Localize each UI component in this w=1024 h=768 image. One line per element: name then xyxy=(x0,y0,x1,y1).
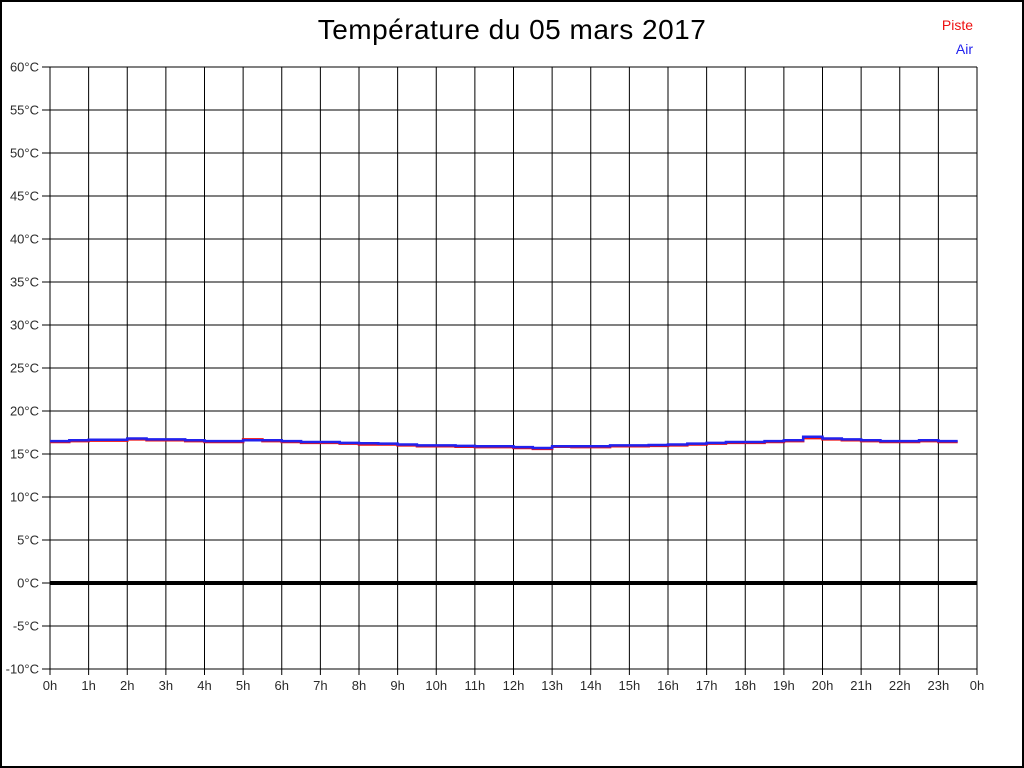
x-tick-label: 17h xyxy=(696,678,718,693)
x-tick-label: 0h xyxy=(43,678,57,693)
x-tick-label: 3h xyxy=(159,678,173,693)
x-tick-label: 2h xyxy=(120,678,134,693)
y-tick-label: 5°C xyxy=(17,533,39,548)
x-tick-label: 18h xyxy=(734,678,756,693)
x-tick-label: 0h xyxy=(970,678,984,693)
y-tick-label: 25°C xyxy=(10,361,39,376)
legend: Piste Air xyxy=(942,13,973,61)
x-tick-label: 23h xyxy=(928,678,950,693)
x-tick-label: 5h xyxy=(236,678,250,693)
x-tick-label: 20h xyxy=(812,678,834,693)
y-tick-label: 30°C xyxy=(10,318,39,333)
legend-item-air: Air xyxy=(942,37,973,61)
x-tick-label: 11h xyxy=(465,678,486,693)
y-tick-label: 50°C xyxy=(10,146,39,161)
y-tick-label: 0°C xyxy=(17,576,39,591)
legend-label-piste: Piste xyxy=(941,17,973,33)
x-tick-label: 16h xyxy=(657,678,679,693)
x-tick-label: 4h xyxy=(197,678,211,693)
series-line-air xyxy=(50,435,958,450)
y-tick-label: -10°C xyxy=(6,662,39,677)
x-tick-label: 1h xyxy=(81,678,95,693)
y-tick-label: 10°C xyxy=(10,490,39,505)
legend-item-piste: Piste xyxy=(942,13,973,37)
x-tick-label: 13h xyxy=(541,678,563,693)
x-tick-label: 19h xyxy=(773,678,795,693)
x-tick-label: 22h xyxy=(889,678,911,693)
y-tick-label: 45°C xyxy=(10,189,39,204)
legend-label-air: Air xyxy=(955,41,973,57)
x-tick-label: 12h xyxy=(503,678,525,693)
x-tick-label: 10h xyxy=(425,678,447,693)
x-tick-label: 6h xyxy=(275,678,289,693)
x-tick-label: 21h xyxy=(850,678,872,693)
chart-title: Température du 05 mars 2017 xyxy=(317,14,707,45)
x-tick-label: 8h xyxy=(352,678,366,693)
y-tick-label: 20°C xyxy=(10,404,39,419)
y-tick-label: 60°C xyxy=(10,60,39,75)
y-tick-label: 40°C xyxy=(10,232,39,247)
y-tick-label: 55°C xyxy=(10,103,39,118)
x-tick-label: 15h xyxy=(619,678,641,693)
y-tick-label: 35°C xyxy=(10,275,39,290)
y-tick-label: 15°C xyxy=(10,447,39,462)
y-tick-label: -5°C xyxy=(13,619,39,634)
x-tick-label: 7h xyxy=(313,678,327,693)
x-tick-label: 9h xyxy=(390,678,404,693)
x-tick-label: 14h xyxy=(580,678,602,693)
